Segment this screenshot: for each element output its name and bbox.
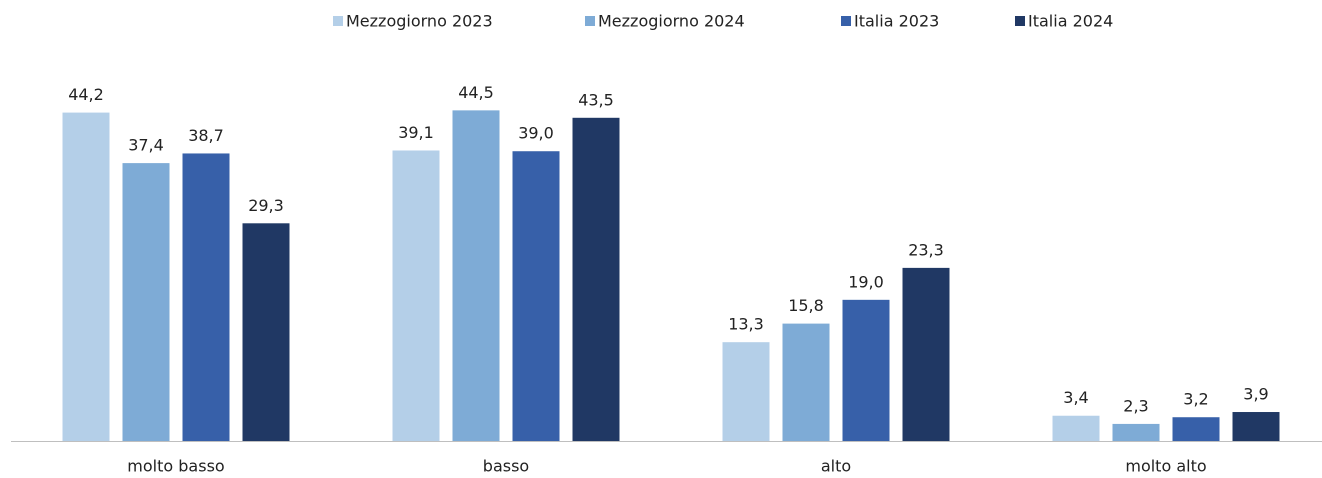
legend-label: Mezzogiorno 2023 <box>346 12 493 31</box>
data-label: 13,3 <box>728 315 764 334</box>
bar <box>902 267 950 441</box>
x-tick-label: basso <box>483 457 529 476</box>
bar <box>782 323 830 441</box>
data-label: 43,5 <box>578 90 614 109</box>
data-label: 37,4 <box>128 136 164 155</box>
data-label: 29,3 <box>248 196 284 215</box>
bar <box>1232 412 1280 441</box>
data-label: 3,9 <box>1243 385 1268 404</box>
bar <box>122 163 170 442</box>
data-label: 44,2 <box>68 85 104 104</box>
data-label: 19,0 <box>848 272 884 291</box>
data-label: 2,3 <box>1123 396 1148 415</box>
data-label: 39,0 <box>518 124 554 143</box>
bar <box>512 151 560 442</box>
legend-swatch <box>333 16 343 26</box>
data-label: 38,7 <box>188 126 224 145</box>
legend-swatch <box>585 16 595 26</box>
x-tick-label: molto basso <box>127 457 224 476</box>
x-tick-label: alto <box>821 457 851 476</box>
bar <box>452 110 500 442</box>
bar <box>1052 415 1100 441</box>
bar <box>182 153 230 442</box>
bar <box>842 299 890 441</box>
bar <box>242 223 290 441</box>
data-label: 3,4 <box>1063 388 1088 407</box>
legend-label: Italia 2024 <box>1028 12 1113 31</box>
legend-label: Italia 2023 <box>854 12 939 31</box>
legend-swatch <box>841 16 851 26</box>
bar <box>572 117 620 442</box>
bar <box>722 342 770 441</box>
bar <box>1172 417 1220 441</box>
data-label: 44,5 <box>458 83 494 102</box>
data-label: 15,8 <box>788 296 824 315</box>
legend-label: Mezzogiorno 2024 <box>598 12 745 31</box>
data-label: 3,2 <box>1183 390 1208 409</box>
x-tick-label: molto alto <box>1125 457 1206 476</box>
legend-swatch <box>1015 16 1025 26</box>
bar <box>392 150 440 441</box>
bar <box>1112 423 1160 441</box>
data-label: 39,1 <box>398 123 434 142</box>
data-label: 23,3 <box>908 240 944 259</box>
bar <box>62 112 110 442</box>
